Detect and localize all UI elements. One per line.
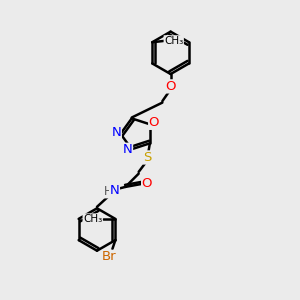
Text: N: N [112,126,121,139]
Text: O: O [142,178,152,190]
Text: O: O [149,116,159,129]
Text: S: S [143,151,151,164]
Text: H: H [104,185,113,198]
Text: Br: Br [102,250,117,263]
Text: CH₃: CH₃ [83,214,102,224]
Text: N: N [123,143,133,156]
Text: O: O [165,80,176,93]
Text: CH₃: CH₃ [164,36,183,46]
Text: N: N [110,184,119,196]
